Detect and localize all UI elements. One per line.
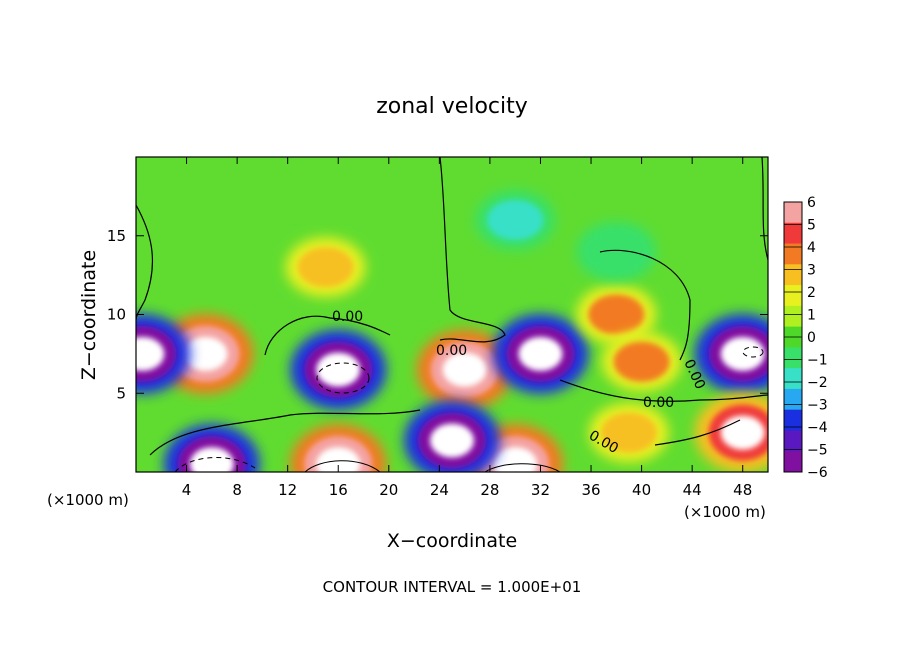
colorbar-swatch bbox=[784, 285, 802, 307]
saturated-core bbox=[316, 447, 361, 472]
inner-contour-1 bbox=[304, 460, 381, 472]
saturated-core bbox=[518, 336, 563, 371]
colorbar-tick-label: −1 bbox=[807, 353, 828, 369]
x-tick-label: 40 bbox=[632, 481, 651, 499]
contour-interval-note: CONTOUR INTERVAL = 1.000E+01 bbox=[323, 578, 582, 596]
field-core bbox=[297, 247, 354, 288]
colorbar-swatch bbox=[784, 202, 802, 224]
x-tick-label: 28 bbox=[480, 481, 499, 499]
zero-contour-6 bbox=[559, 379, 768, 402]
x-unit-label-left: (×1000 m) bbox=[47, 491, 129, 509]
contour-label: 0.00 bbox=[332, 309, 363, 325]
x-tick-label: 20 bbox=[379, 481, 398, 499]
x-tick-label: 16 bbox=[329, 481, 348, 499]
saturated-core bbox=[430, 423, 474, 458]
colorbar-swatch bbox=[784, 388, 802, 411]
x-tick-label: 12 bbox=[278, 481, 297, 499]
saturated-core bbox=[316, 352, 361, 387]
dashed-contour-1 bbox=[316, 362, 370, 394]
zero-contour-5 bbox=[149, 409, 421, 456]
x-axis-label: X−coordinate bbox=[387, 530, 517, 552]
x-tick-label: 24 bbox=[430, 481, 449, 499]
zero-contour-8 bbox=[761, 157, 768, 261]
y-axis-ticks: 5 10 15 bbox=[107, 227, 768, 402]
x-tick-label: 32 bbox=[531, 481, 550, 499]
x-tick-label: 48 bbox=[733, 481, 752, 499]
saturated-core bbox=[442, 352, 487, 387]
saturated-core bbox=[720, 415, 765, 450]
x-tick-label: 36 bbox=[581, 481, 600, 499]
colorbar-tick-label: 3 bbox=[807, 263, 816, 279]
contour-label: 0.00 bbox=[436, 343, 467, 359]
colorbar-swatch bbox=[784, 451, 802, 473]
colorbar-swatch bbox=[784, 243, 802, 265]
colorbar-swatch bbox=[784, 347, 802, 369]
colorbar-swatch bbox=[784, 264, 802, 286]
colorbar-tick-label: 0 bbox=[807, 330, 816, 346]
dashed-contour-2 bbox=[174, 457, 256, 472]
negative-contour-lines bbox=[174, 346, 764, 472]
colorbar-tick-label: −5 bbox=[807, 443, 828, 459]
zero-contour-7 bbox=[654, 419, 741, 446]
colorbar-tick-label: 1 bbox=[807, 308, 816, 324]
colorbar-tick-label: 5 bbox=[807, 218, 816, 234]
contour-label-group: 0.00 0.00 0.00 0.00 0.00 bbox=[332, 309, 708, 457]
colorbar-tick-label: 6 bbox=[807, 195, 816, 211]
colorbar-swatch bbox=[784, 222, 802, 245]
field-core bbox=[588, 231, 645, 272]
field-core bbox=[613, 341, 670, 382]
colorbar-tick-label: −6 bbox=[807, 465, 828, 481]
x-tick-label: 44 bbox=[683, 481, 702, 499]
colorbar-swatch bbox=[784, 430, 802, 452]
colorbar: 6 5 4 3 2 1 0 −1 −2 −3 −4 −5 −6 bbox=[783, 195, 828, 481]
saturated-core bbox=[136, 336, 165, 371]
zero-contour-2 bbox=[599, 249, 691, 361]
y-axis-label: Z−coordinate bbox=[78, 250, 100, 380]
colorbar-tick-label: −3 bbox=[807, 398, 828, 414]
chart-title: zonal velocity bbox=[376, 94, 528, 119]
colorbar-swatch bbox=[784, 409, 802, 431]
y-tick-label: 5 bbox=[116, 384, 126, 402]
zero-contour-1 bbox=[439, 157, 506, 343]
field-core bbox=[600, 412, 657, 453]
heatmap-field: 0.00 0.00 0.00 0.00 0.00 bbox=[136, 157, 768, 472]
colorbar-swatch bbox=[784, 368, 802, 390]
saturated-core bbox=[493, 447, 538, 472]
x-unit-label-right: (×1000 m) bbox=[684, 503, 766, 521]
colorbar-swatch bbox=[784, 305, 802, 328]
field-core bbox=[487, 200, 544, 240]
field-features bbox=[136, 190, 768, 472]
dashed-contour-3 bbox=[742, 346, 764, 358]
saturated-core bbox=[189, 447, 234, 472]
contour-lines bbox=[136, 157, 768, 456]
zero-contour-4 bbox=[264, 315, 391, 356]
y-tick-label: 15 bbox=[107, 227, 126, 245]
x-tick-label: 8 bbox=[232, 481, 242, 499]
saturated-core bbox=[183, 336, 228, 371]
x-axis-ticks: 4 8 12 16 20 24 28 32 36 40 44 48 bbox=[182, 157, 752, 499]
contour-label: 0.00 bbox=[643, 395, 674, 411]
colorbar-tick-label: 2 bbox=[807, 285, 816, 301]
field-core bbox=[588, 294, 645, 335]
colorbar-tick-label: −4 bbox=[807, 420, 828, 436]
saturated-core bbox=[720, 336, 765, 371]
colorbar-tick-label: 4 bbox=[807, 240, 816, 256]
x-tick-label: 4 bbox=[182, 481, 192, 499]
y-tick-label: 10 bbox=[107, 306, 126, 324]
colorbar-tick-label: −2 bbox=[807, 375, 828, 391]
